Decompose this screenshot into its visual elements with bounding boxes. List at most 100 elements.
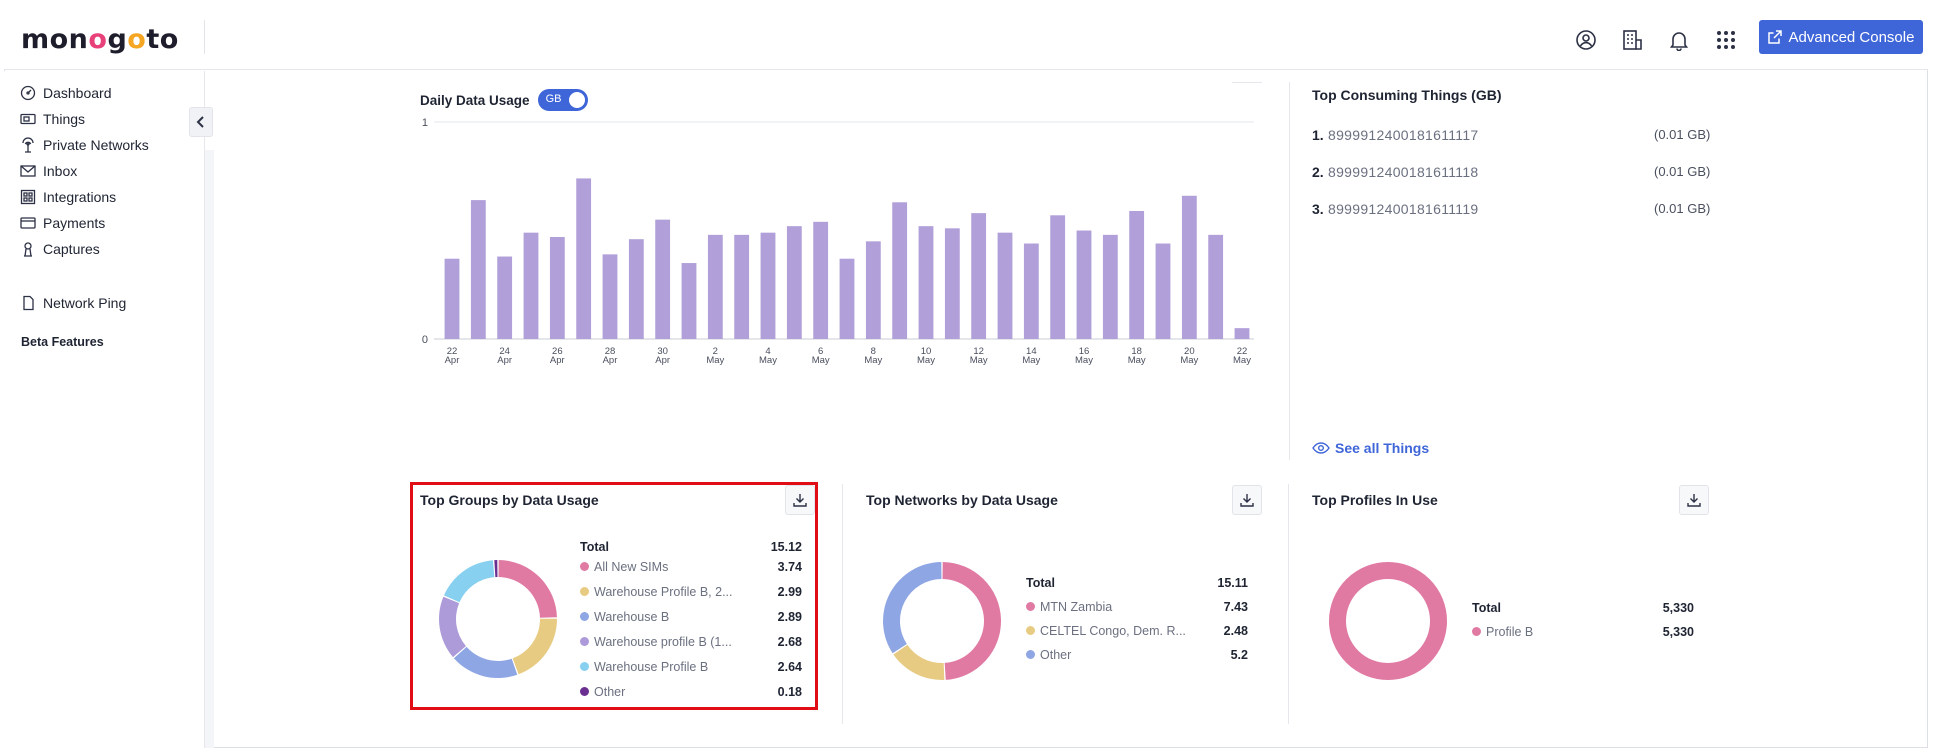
bar[interactable] — [497, 256, 513, 339]
sidebar-item-inbox[interactable]: Inbox — [20, 160, 77, 182]
legend-item[interactable]: Warehouse Profile B 2.64 — [580, 660, 802, 676]
sidebar-item-private-networks[interactable]: Private Networks — [20, 134, 149, 156]
legend-value: 5,330 — [1662, 625, 1694, 639]
x-tick-label: 20 — [1184, 346, 1195, 357]
top-profiles-title: Top Profiles In Use — [1312, 492, 1438, 508]
bar[interactable] — [944, 228, 960, 339]
bar[interactable] — [971, 213, 987, 339]
top-consuming-title: Top Consuming Things (GB) — [1312, 87, 1502, 103]
bar[interactable] — [1155, 243, 1171, 339]
building-icon[interactable] — [1620, 28, 1644, 52]
bar[interactable] — [523, 232, 539, 339]
top-consuming-row[interactable]: 1. 8999912400181611117 (0.01 GB) — [1312, 127, 1712, 147]
bar[interactable] — [444, 258, 460, 339]
bar[interactable] — [892, 202, 908, 339]
bar[interactable] — [628, 239, 644, 339]
donut-slice[interactable] — [883, 562, 942, 654]
legend-item[interactable]: Warehouse Profile B, 2... 2.99 — [580, 585, 802, 601]
bar[interactable] — [839, 258, 855, 339]
sidebar-item-things[interactable]: Things — [20, 108, 85, 130]
donut-slice[interactable] — [453, 646, 518, 678]
x-tick-label: 14 — [1026, 346, 1037, 357]
sidebar: Dashboard Things Private Networks Inbox … — [4, 71, 205, 748]
bar[interactable] — [1129, 210, 1145, 339]
donut-slice[interactable] — [512, 618, 557, 675]
top-profiles-download-button[interactable] — [1679, 485, 1709, 515]
bar[interactable] — [602, 254, 618, 339]
legend-total-value: 15.12 — [770, 540, 802, 554]
bar[interactable] — [1076, 230, 1092, 340]
legend-item[interactable]: Warehouse B 2.89 — [580, 610, 802, 626]
iccid-link[interactable]: 8999912400181611117 — [1328, 127, 1479, 143]
sidebar-item-payments[interactable]: Payments — [20, 212, 105, 234]
donut-slice[interactable] — [439, 596, 466, 658]
bar[interactable] — [1050, 215, 1066, 339]
top-consuming-row[interactable]: 3. 8999912400181611119 (0.01 GB) — [1312, 201, 1712, 221]
sidebar-item-network-ping[interactable]: Network Ping — [20, 292, 126, 314]
legend-label: Warehouse Profile B — [594, 660, 709, 674]
bar[interactable] — [786, 226, 802, 339]
apps-grid-icon[interactable] — [1714, 28, 1738, 52]
sidebar-collapse-button[interactable] — [189, 107, 213, 137]
bar[interactable] — [470, 200, 486, 339]
x-tick-label: May — [812, 355, 830, 366]
beta-features-heading: Beta Features — [21, 335, 104, 349]
top-groups-download-button[interactable] — [785, 485, 815, 515]
advanced-console-button[interactable]: Advanced Console — [1759, 20, 1923, 54]
legend-label: Warehouse B — [594, 610, 670, 624]
donut-slice[interactable] — [893, 644, 945, 680]
legend-item[interactable]: Profile B 5,330 — [1472, 625, 1694, 641]
bar[interactable] — [1181, 195, 1197, 339]
bar[interactable] — [1234, 328, 1250, 339]
bar[interactable] — [1023, 243, 1039, 339]
x-tick-label: Apr — [550, 355, 565, 366]
user-circle-icon[interactable] — [1574, 28, 1598, 52]
legend-item[interactable]: Other 5.2 — [1026, 648, 1248, 664]
section-divider — [1289, 82, 1290, 460]
sidebar-item-captures[interactable]: Captures — [20, 238, 100, 260]
donut-slice[interactable] — [1329, 562, 1447, 680]
donut-slice[interactable] — [443, 560, 495, 603]
x-tick-label: 2 — [713, 346, 718, 357]
sidebar-item-label: Private Networks — [43, 137, 149, 153]
card-divider — [842, 484, 843, 724]
top-consuming-row[interactable]: 2. 8999912400181611118 (0.01 GB) — [1312, 164, 1712, 184]
donut-slice[interactable] — [494, 560, 498, 578]
sim-card-icon — [20, 113, 36, 125]
legend-item[interactable]: MTN Zambia 7.43 — [1026, 600, 1248, 616]
iccid-link[interactable]: 8999912400181611119 — [1328, 201, 1479, 217]
legend-item[interactable]: Other 0.18 — [580, 685, 802, 701]
sidebar-item-integrations[interactable]: Integrations — [20, 186, 116, 208]
monogoto-logo[interactable]: monogoto — [21, 24, 179, 55]
iccid-link[interactable]: 8999912400181611118 — [1328, 164, 1479, 180]
bar[interactable] — [918, 226, 934, 339]
unit-toggle[interactable]: GB — [537, 89, 588, 111]
x-tick-label: 10 — [921, 346, 932, 357]
see-all-things-link[interactable]: See all Things — [1312, 440, 1429, 456]
x-tick-label: May — [1233, 355, 1251, 366]
bar[interactable] — [813, 221, 829, 339]
bar[interactable] — [760, 232, 776, 339]
bar[interactable] — [681, 263, 697, 339]
bar[interactable] — [707, 234, 723, 339]
bar[interactable] — [734, 234, 750, 339]
x-tick-label: May — [970, 355, 988, 366]
bar[interactable] — [865, 241, 881, 339]
legend-item[interactable]: Warehouse profile B (1... 2.68 — [580, 635, 802, 651]
bar[interactable] — [549, 237, 565, 339]
sidebar-item-dashboard[interactable]: Dashboard — [20, 82, 112, 104]
bar[interactable] — [1208, 234, 1224, 339]
donut-slice[interactable] — [942, 562, 1001, 680]
bell-icon[interactable] — [1667, 28, 1691, 52]
donut-slice[interactable] — [498, 560, 557, 618]
bar[interactable] — [1102, 234, 1118, 339]
legend-item[interactable]: All New SIMs 3.74 — [580, 560, 802, 576]
bar[interactable] — [576, 178, 592, 339]
legend-dot — [1026, 650, 1035, 659]
top-networks-download-button[interactable] — [1232, 485, 1262, 515]
legend-item[interactable]: CELTEL Congo, Dem. R... 2.48 — [1026, 624, 1248, 640]
bar[interactable] — [655, 219, 671, 339]
bar[interactable] — [997, 232, 1013, 339]
x-tick-label: 22 — [1237, 346, 1248, 357]
advanced-console-label: Advanced Console — [1788, 28, 1915, 46]
